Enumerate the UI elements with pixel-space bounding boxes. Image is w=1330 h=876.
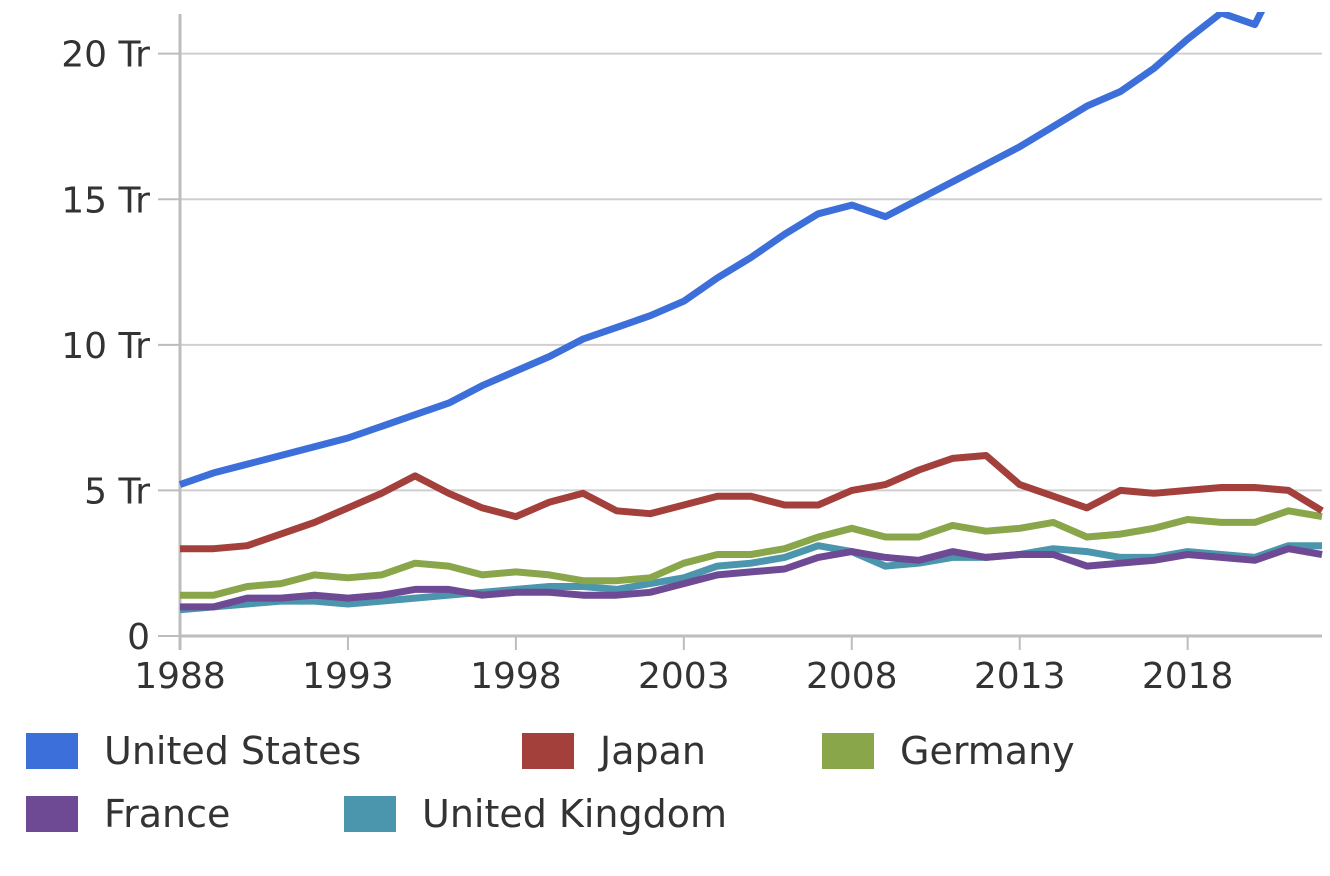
legend-swatch-germany — [822, 733, 874, 769]
legend-swatch-france — [26, 796, 78, 832]
series-line-france — [180, 545, 1323, 611]
y-tick-label: 15 Tr — [61, 180, 150, 221]
y-axis-tick-labels: 0 5 Tr 10 Tr 15 Tr 20 Tr — [61, 35, 150, 658]
legend-label-united-kingdom: United Kingdom — [422, 792, 727, 836]
legend-swatch-japan — [522, 733, 574, 769]
legend-label-germany: Germany — [900, 729, 1075, 773]
x-tick-label: 2018 — [1142, 656, 1234, 697]
series-line-germany — [180, 507, 1323, 599]
gridlines — [180, 52, 1322, 492]
y-tick-label: 10 Tr — [61, 326, 150, 367]
y-tick-label: 5 Tr — [84, 471, 150, 512]
x-tick-label: 2008 — [806, 656, 898, 697]
x-tick-label: 2013 — [974, 656, 1066, 697]
axes — [158, 14, 1322, 650]
series-line-united-kingdom — [179, 542, 1322, 614]
legend-label-france: France — [104, 792, 230, 836]
legend-label-united-states: United States — [104, 729, 361, 773]
legend: United States Japan Germany France United Ki… — [26, 729, 1075, 836]
legend-label-japan: Japan — [598, 729, 706, 773]
x-tick-label: 1988 — [134, 656, 226, 697]
series-line-united-states — [178, 12, 1266, 488]
x-tick-label: 2003 — [638, 656, 730, 697]
x-tick-label: 1998 — [470, 656, 562, 697]
legend-swatch-united-kingdom — [344, 796, 396, 832]
y-tick-label: 0 — [127, 617, 150, 658]
series-lines — [178, 12, 1324, 614]
x-axis-tick-labels: 1988 1993 1998 2003 2008 2013 2018 — [134, 656, 1233, 697]
y-tick-label: 20 Tr — [61, 35, 150, 76]
x-tick-label: 1993 — [302, 656, 394, 697]
legend-swatch-united-states — [26, 733, 78, 769]
series-line-japan — [180, 452, 1324, 553]
